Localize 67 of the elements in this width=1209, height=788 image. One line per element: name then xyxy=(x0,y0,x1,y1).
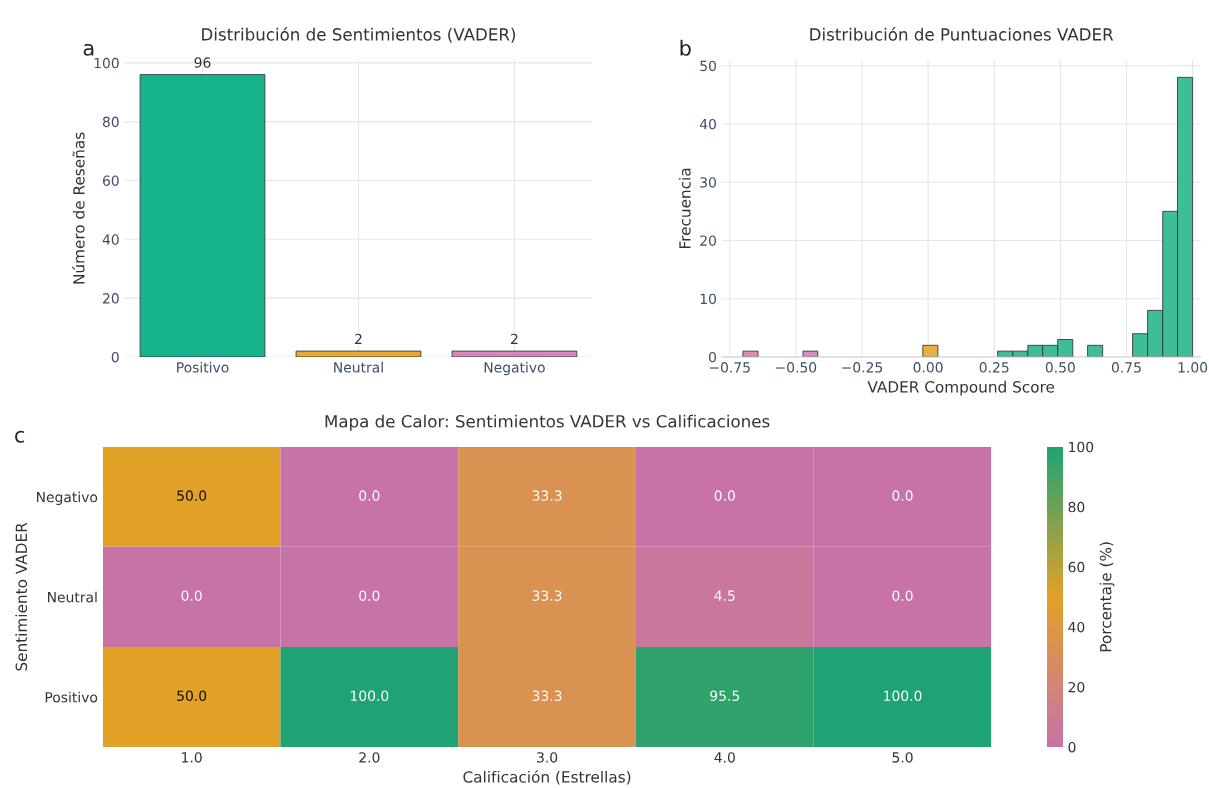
data-label: 50.0 xyxy=(177,490,207,501)
y-tick-label: 40 xyxy=(699,118,716,130)
x-tick-label: 0.75 xyxy=(1111,362,1141,373)
data-label: 96 xyxy=(194,57,211,68)
y-tick-label: 40 xyxy=(102,234,119,245)
x-axis-title: VADER Compound Score xyxy=(867,380,1055,396)
data-label: 95.5 xyxy=(710,690,740,702)
y-tick-label: 0 xyxy=(111,351,119,363)
x-tick-label: −0.25 xyxy=(842,362,883,373)
x-tick-label: −0.75 xyxy=(709,362,750,373)
color-bar-label: 20 xyxy=(1068,681,1085,693)
data-label: 50.0 xyxy=(177,690,207,702)
y-tick-label: 100 xyxy=(94,57,119,69)
x-tick-label: −0.50 xyxy=(776,362,817,373)
data-label: 2 xyxy=(511,333,518,345)
x-tick-label: Negativo xyxy=(484,361,545,376)
text: a xyxy=(83,43,94,56)
data-label: 0.0 xyxy=(181,590,202,601)
color-bar-label: 40 xyxy=(1068,621,1085,633)
data-label: 33.3 xyxy=(532,690,562,702)
y-axis-title: Frecuencia xyxy=(678,168,691,249)
y-tick-label: 30 xyxy=(700,177,716,188)
y-axis-title: Número de Reseñas xyxy=(72,132,85,284)
color-bar-label: 100 xyxy=(1069,441,1094,453)
x-tick-label: Positivo xyxy=(177,361,229,373)
x-tick-label: 3.0 xyxy=(537,752,558,763)
x-tick-label: 4.0 xyxy=(714,752,735,763)
data-label: 33.3 xyxy=(532,490,562,501)
x-tick-label: 2.0 xyxy=(359,752,380,763)
x-tick-label: Neutral xyxy=(334,361,383,373)
data-label: 0.0 xyxy=(359,590,380,601)
y-tick-label: 50 xyxy=(700,60,716,72)
chart-title: Distribución de Puntuaciones VADER xyxy=(810,27,1114,41)
x-tick-label: 0.25 xyxy=(979,362,1009,373)
data-label: 0.0 xyxy=(892,490,913,501)
data-label: 0.0 xyxy=(892,590,913,601)
data-label: 2 xyxy=(355,333,362,345)
y-tick-label: 60 xyxy=(102,175,119,186)
x-tick-label: 1.00 xyxy=(1178,362,1208,373)
y-tick-label: 10 xyxy=(700,293,716,305)
x-tick-label: 5.0 xyxy=(892,752,913,763)
x-tick-label: 0.00 xyxy=(913,362,943,373)
y-axis-title: Sentimiento VADER xyxy=(15,522,28,671)
chart-title: Distribución de Sentimientos (VADER) xyxy=(202,27,516,43)
data-label: 0.0 xyxy=(714,490,735,501)
x-axis-title: Calificación (Estrellas) xyxy=(463,770,631,785)
chart-title: Mapa de Calor: Sentimientos VADER vs Calificaciones xyxy=(325,414,770,431)
y-tick-label: Neutral xyxy=(48,591,97,603)
y-tick-label: Positivo xyxy=(45,691,98,703)
x-tick-label: 1.0 xyxy=(182,752,202,763)
color-bar-label: 0 xyxy=(1068,741,1076,753)
x-tick-label: 0.50 xyxy=(1045,362,1075,373)
color-bar-label: 80 xyxy=(1068,501,1085,513)
data-label: 4.5 xyxy=(714,590,735,601)
y-tick-label: 80 xyxy=(102,116,119,128)
y-tick-label: 20 xyxy=(700,235,716,246)
color-bar-title: Porcentaje (%) xyxy=(1099,542,1115,652)
color-bar-label: 60 xyxy=(1068,561,1085,573)
y-tick-label: 20 xyxy=(103,293,119,304)
text: b xyxy=(680,39,691,56)
data-label: 33.3 xyxy=(532,590,562,601)
y-tick-label: Negativo xyxy=(36,491,98,505)
y-tick-label: 0 xyxy=(708,351,716,363)
data-label: 100.0 xyxy=(350,690,389,702)
data-label: 0.0 xyxy=(359,490,380,501)
text: c xyxy=(15,430,25,443)
data-label: 100.0 xyxy=(884,690,922,702)
